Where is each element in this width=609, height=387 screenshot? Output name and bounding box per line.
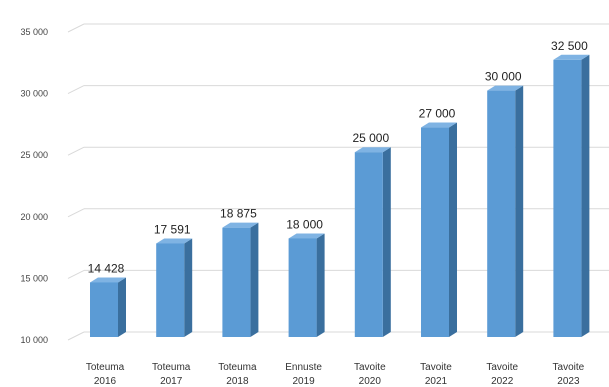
bar-side xyxy=(118,277,126,337)
y-tick-label: 35 000 xyxy=(20,27,48,37)
data-label: 17 591 xyxy=(154,222,191,236)
y-tick-label: 30 000 xyxy=(20,89,48,99)
bar-top xyxy=(222,222,259,228)
bar-top xyxy=(487,85,524,91)
bar-side xyxy=(581,54,590,338)
bar-side xyxy=(316,233,325,337)
data-label: 32 500 xyxy=(551,39,588,53)
bar-front xyxy=(90,282,118,337)
bar-front xyxy=(156,243,185,337)
bar-top xyxy=(90,277,126,283)
gridlines xyxy=(67,23,609,341)
bar xyxy=(553,54,590,338)
bars xyxy=(90,54,590,338)
gridline-side xyxy=(67,85,85,95)
bar-side xyxy=(382,147,391,337)
gridline-side xyxy=(67,146,85,156)
x-tick-label: Toteuma 2016 xyxy=(86,362,125,387)
data-label: 14 428 xyxy=(88,261,125,275)
y-tick-label: 25 000 xyxy=(20,150,48,160)
gridline-side xyxy=(67,269,85,279)
bar xyxy=(90,277,126,337)
x-tick-label: Ennuste 2019 xyxy=(285,362,322,387)
bar-top xyxy=(354,147,391,153)
bar-front xyxy=(222,227,251,337)
bar-front xyxy=(354,152,383,337)
bar xyxy=(421,122,457,337)
y-axis: 10 000 15 000 20 000 25 000 30 000 35 000 xyxy=(20,27,48,345)
bar-front xyxy=(288,238,317,337)
bar-front xyxy=(553,59,582,338)
bar-top xyxy=(288,233,325,239)
x-tick-label: Tavoite 2022 xyxy=(486,362,518,387)
data-labels: 14 428 17 591 18 875 18 000 25 000 27 000 30 0… xyxy=(88,39,588,276)
bar xyxy=(487,85,524,337)
gridline-side xyxy=(67,208,85,218)
bar xyxy=(354,147,391,337)
x-tick-label: Toteuma 2017 xyxy=(152,362,191,387)
bar xyxy=(288,233,325,337)
y-tick-label: 10 000 xyxy=(20,335,48,345)
bar-side xyxy=(250,222,259,337)
gridline-side xyxy=(67,23,85,33)
x-tick-label: Tavoite 2021 xyxy=(420,362,452,387)
y-tick-label: 15 000 xyxy=(20,273,48,283)
bar xyxy=(222,222,259,337)
bar-front xyxy=(487,90,516,337)
data-label: 30 000 xyxy=(485,70,522,84)
x-tick-label: Tavoite 2020 xyxy=(354,362,386,387)
bar-side xyxy=(184,238,193,337)
bar-top xyxy=(156,238,193,244)
bar-front xyxy=(421,127,449,337)
y-tick-label: 20 000 xyxy=(20,212,48,222)
data-label: 18 875 xyxy=(220,207,257,221)
bar-top xyxy=(553,54,590,60)
x-tick-label: Tavoite 2023 xyxy=(553,362,585,387)
x-tick-label: Toteuma 2018 xyxy=(218,362,257,387)
data-label: 27 000 xyxy=(419,107,456,121)
x-axis: Toteuma 2016 Toteuma 2017 Toteuma 2018 Ennuste… xyxy=(86,362,585,387)
bar-top xyxy=(421,122,457,128)
bar xyxy=(156,238,193,337)
bar-side xyxy=(449,122,457,337)
gridline-side xyxy=(67,331,85,341)
data-label: 25 000 xyxy=(352,131,389,145)
data-label: 18 000 xyxy=(286,217,323,231)
bar-side xyxy=(515,85,524,337)
